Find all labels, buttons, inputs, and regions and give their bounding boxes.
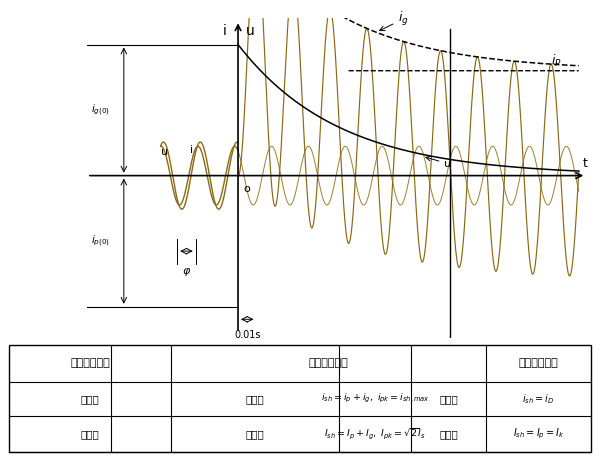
Bar: [9, 345, 591, 452]
Text: 短路稳态过程: 短路稳态过程: [518, 358, 559, 368]
Text: 瞬时值: 瞬时值: [245, 394, 265, 404]
Text: $i_g$: $i_g$: [380, 10, 409, 31]
Text: $i_{sh}$: $i_{sh}$: [0, 456, 1, 457]
Text: 0.01s: 0.01s: [234, 330, 260, 340]
Text: $I_{sh}=I_p=I_k$: $I_{sh}=I_p=I_k$: [513, 427, 564, 441]
Text: $I_{sh}=I_p+I_g,\ I_{pk}=\sqrt{2}I_s$: $I_{sh}=I_p+I_g,\ I_{pk}=\sqrt{2}I_s$: [324, 427, 426, 441]
Text: $i_P$: $i_P$: [551, 53, 562, 69]
Text: t: t: [583, 157, 587, 170]
Text: $\varphi$: $\varphi$: [182, 266, 191, 278]
Text: $i_{pk}$: $i_{pk}$: [0, 456, 1, 457]
Text: i: i: [223, 23, 227, 37]
Text: u: u: [426, 156, 451, 169]
Text: 瞬时值: 瞬时值: [80, 394, 100, 404]
Text: o: o: [244, 184, 250, 194]
Text: i: i: [190, 144, 194, 154]
Text: $i_{sh}=i_p+i_g,\ i_{pk}=i_{sh,max}$: $i_{sh}=i_p+i_g,\ i_{pk}=i_{sh,max}$: [320, 392, 430, 405]
Text: 正常运行状态: 正常运行状态: [70, 358, 110, 368]
Text: 有效值: 有效值: [245, 429, 265, 439]
Text: 瞬时值: 瞬时值: [439, 394, 458, 404]
Text: $i_{p(0)}$: $i_{p(0)}$: [91, 234, 110, 249]
Text: $i_{sh}=i_D$: $i_{sh}=i_D$: [522, 392, 555, 406]
Text: 短路暂态过程: 短路暂态过程: [308, 358, 349, 368]
Text: u: u: [161, 147, 168, 157]
Text: $i_{g(0)}$: $i_{g(0)}$: [91, 102, 110, 118]
Text: 有效值: 有效值: [80, 429, 100, 439]
Text: u: u: [245, 23, 254, 37]
Text: 有效值: 有效值: [439, 429, 458, 439]
